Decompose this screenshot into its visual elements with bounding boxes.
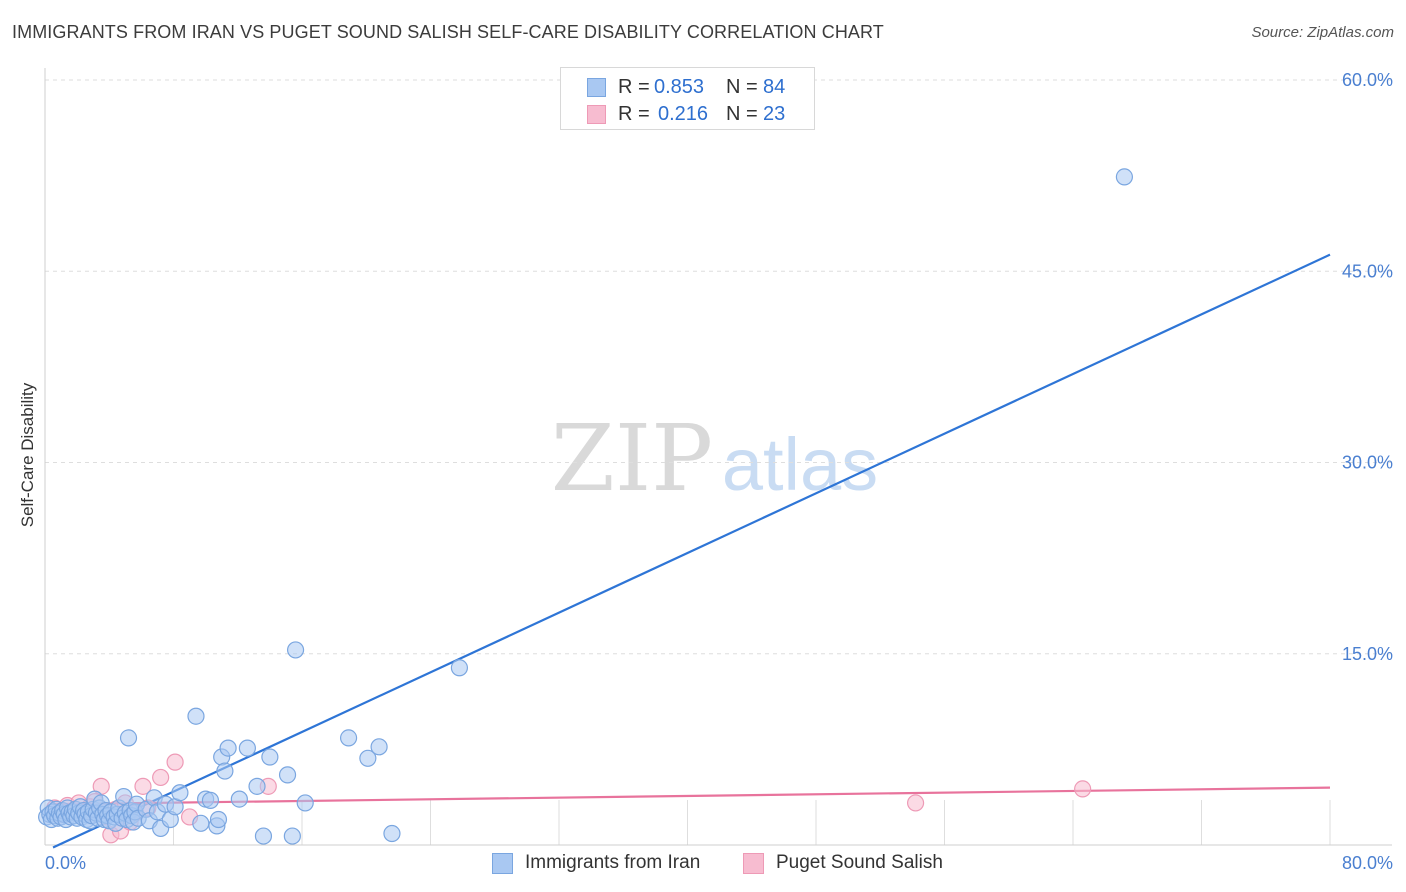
y-tick-label: 15.0% (1342, 644, 1393, 664)
iran-point (339, 729, 358, 747)
n-value: 23 (763, 102, 786, 125)
n-label: N = (726, 75, 758, 98)
x-tick-label: 80.0% (1342, 853, 1393, 873)
series-legend: Immigrants from Iran Puget Sound Salish (0, 852, 1406, 878)
y-tick-label: 30.0% (1342, 453, 1393, 473)
n-value: 84 (763, 75, 786, 98)
stats-row-iran: R = 0.853 N = 84 (561, 75, 785, 99)
iran-point (115, 787, 133, 806)
iran-point (450, 659, 469, 677)
iran-point (209, 810, 228, 829)
iran-point (201, 791, 220, 809)
iran-trendline (52, 253, 1331, 849)
r-value: 0.853 (654, 75, 705, 98)
iran-point (383, 824, 401, 843)
iran-point (296, 794, 314, 812)
iran-point (248, 777, 266, 795)
iran-point (278, 766, 297, 784)
iran-point (230, 790, 248, 808)
iran-point (370, 738, 388, 756)
legend-label-iran: Immigrants from Iran (525, 852, 701, 873)
stats-row-salish: R = 0.216 N = 23 (561, 102, 785, 126)
iran-point (254, 827, 273, 845)
trendlines (52, 253, 1331, 849)
salish-swatch (587, 104, 606, 124)
watermark-zip: ZIP (551, 405, 713, 512)
watermark-atlas: atlas (722, 423, 878, 506)
salish-point (166, 753, 184, 771)
data-points (38, 168, 1134, 845)
y-tick-label: 60.0% (1342, 70, 1393, 90)
iran-point (1115, 168, 1134, 186)
iran-point (171, 784, 189, 802)
iran-point (119, 729, 138, 747)
tick-labels: 15.0% 30.0% 45.0% 60.0% 0.0% 80.0% (45, 70, 1393, 873)
salish-point (1074, 780, 1092, 798)
y-tick-label: 45.0% (1342, 261, 1393, 281)
iran-point (286, 641, 305, 659)
salish-legend-swatch (743, 852, 764, 874)
salish-point (134, 777, 152, 795)
iran-point (283, 827, 301, 845)
watermark: ZIP atlas (551, 405, 878, 512)
legend-item-iran[interactable]: Immigrants from Iran (492, 852, 700, 874)
stats-legend: R = 0.853 N = 84 R = 0.216 N = 23 (560, 67, 815, 130)
x-tick-label: 0.0% (45, 853, 86, 873)
legend-label-salish: Puget Sound Salish (776, 852, 943, 873)
iran-point (359, 749, 377, 767)
grid-lines (45, 79, 1392, 845)
axes (44, 68, 1392, 846)
iran-point (261, 748, 279, 766)
source-label: Source: ZipAtlas.com (1251, 24, 1394, 41)
iran-point (238, 739, 256, 757)
iran-point (216, 762, 234, 780)
r-label: R = (618, 75, 650, 98)
chart-title: IMMIGRANTS FROM IRAN VS PUGET SOUND SALI… (12, 22, 884, 42)
iran-point (192, 814, 210, 832)
iran-swatch (587, 77, 606, 97)
legend-item-salish[interactable]: Puget Sound Salish (743, 852, 943, 874)
salish-point (152, 768, 170, 787)
r-label: R = (618, 102, 650, 125)
salish-point (906, 794, 925, 812)
iran-legend-swatch (492, 852, 513, 874)
n-label: N = (726, 102, 758, 125)
r-value: 0.216 (658, 102, 709, 125)
iran-point (219, 739, 237, 757)
iran-point (187, 707, 205, 725)
salish-trendline (53, 786, 1331, 806)
